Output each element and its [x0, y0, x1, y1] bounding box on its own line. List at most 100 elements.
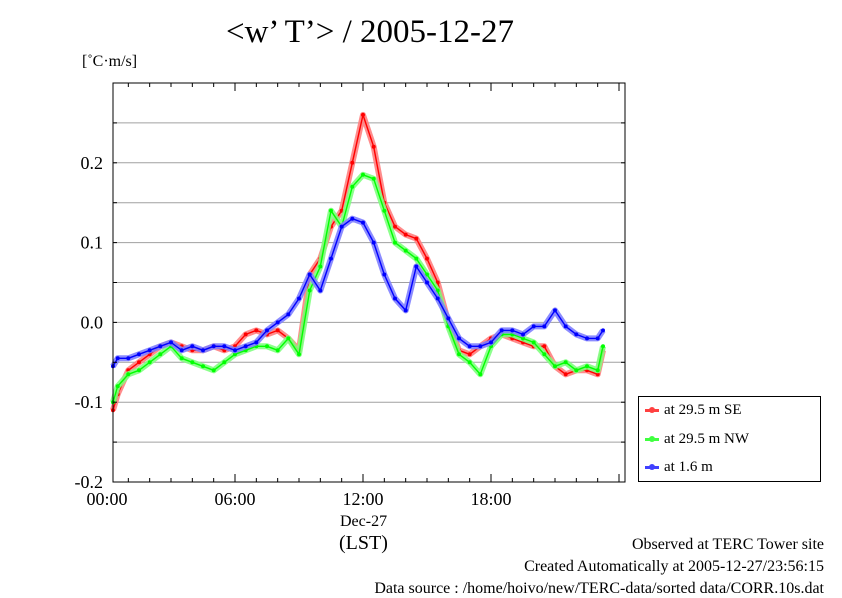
data-point	[318, 288, 323, 293]
data-point	[446, 316, 451, 321]
data-point	[233, 352, 237, 357]
data-point	[211, 368, 216, 373]
data-point	[425, 256, 429, 261]
data-point	[350, 216, 355, 221]
data-point	[585, 336, 589, 341]
data-point	[371, 144, 376, 149]
data-point	[190, 360, 195, 365]
legend-swatch-se	[645, 406, 659, 413]
data-point	[521, 336, 525, 341]
data-point	[137, 368, 141, 373]
data-point	[318, 264, 323, 269]
data-point	[329, 208, 333, 213]
data-point	[467, 352, 472, 357]
data-point	[201, 364, 205, 369]
data-point	[467, 344, 472, 349]
data-point	[574, 332, 579, 337]
data-point	[563, 324, 568, 329]
legend-item-low: at 1.6 m	[645, 457, 713, 477]
series-line-0	[112, 114, 604, 411]
data-point	[297, 352, 301, 357]
data-point	[382, 272, 387, 277]
data-point	[542, 344, 547, 349]
data-point	[361, 220, 365, 225]
data-point	[286, 336, 291, 341]
x-tick-label: 06:00	[214, 489, 255, 509]
data-point	[595, 368, 600, 373]
data-point	[542, 324, 547, 329]
data-point	[414, 264, 419, 269]
data-point	[254, 340, 259, 345]
data-point	[222, 344, 227, 349]
data-point	[553, 308, 557, 313]
data-point	[126, 372, 131, 377]
data-point	[435, 296, 440, 301]
data-point	[601, 328, 605, 333]
data-point	[382, 208, 387, 213]
data-point	[435, 288, 440, 293]
legend-label-se: at 29.5 m SE	[664, 401, 742, 418]
y-tick-label: -0.2	[75, 472, 104, 492]
data-point	[361, 112, 365, 117]
data-point	[275, 348, 280, 353]
legend: at 29.5 m SE at 29.5 m NW at 1.6 m	[638, 396, 821, 482]
data-point	[489, 340, 493, 345]
data-point	[350, 184, 355, 189]
data-point	[563, 360, 568, 365]
data-point	[521, 332, 525, 337]
data-point	[595, 336, 600, 341]
data-point	[393, 240, 397, 245]
data-point	[414, 256, 419, 261]
data-point	[265, 328, 269, 333]
grid-lines	[113, 122, 625, 443]
series-line-1	[112, 174, 604, 403]
legend-item-nw: at 29.5 m NW	[645, 429, 749, 449]
y-axis-unit-label: [˚C·m/s]	[82, 53, 138, 70]
data-point	[585, 364, 589, 369]
data-point	[137, 360, 141, 365]
data-point	[147, 360, 152, 365]
data-point	[147, 348, 152, 353]
data-point	[403, 308, 408, 313]
data-point	[371, 176, 376, 181]
legend-label-low: at 1.6 m	[664, 458, 713, 475]
data-point	[393, 296, 397, 301]
data-point	[553, 364, 557, 369]
data-point	[457, 336, 461, 341]
x-axis-label: (LST)	[339, 532, 388, 554]
data-point	[158, 344, 163, 349]
data-point	[510, 328, 515, 333]
data-point	[350, 160, 355, 165]
data-point	[233, 348, 237, 353]
data-point	[478, 344, 483, 349]
legend-swatch-nw	[645, 435, 659, 442]
data-point	[286, 312, 291, 317]
axis-ticks: -0.2 -0.1 0.0 0.1 0.2 00:00 06:00 12:00 18:00	[75, 82, 625, 509]
data-point	[137, 352, 141, 357]
legend-swatch-low	[645, 463, 659, 470]
legend-label-nw: at 29.5 m NW	[664, 430, 749, 447]
data-point	[361, 172, 365, 177]
data-point	[243, 332, 248, 337]
data-point	[201, 348, 205, 353]
data-point	[329, 256, 333, 261]
data-point	[297, 296, 301, 301]
chart-title: <w’ T’> / 2005-12-27	[225, 14, 515, 50]
x-tick-label: 18:00	[470, 489, 511, 509]
data-point	[403, 232, 408, 237]
data-point	[601, 344, 605, 349]
data-point	[403, 248, 408, 253]
data-point	[595, 372, 600, 377]
data-point	[393, 224, 397, 229]
data-point	[275, 328, 280, 333]
data-point	[169, 340, 173, 345]
y-tick-label: 0.1	[81, 233, 104, 253]
data-point	[126, 356, 131, 361]
data-point	[222, 360, 227, 365]
data-point	[531, 340, 536, 345]
data-point	[467, 360, 472, 365]
data-point	[211, 344, 216, 349]
legend-item-se: at 29.5 m SE	[645, 400, 742, 420]
x-tick-label: 00:00	[86, 489, 127, 509]
